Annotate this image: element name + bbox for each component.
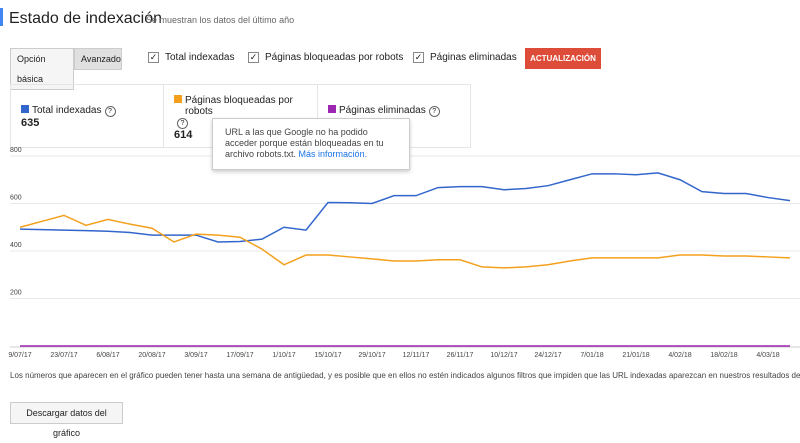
download-button[interactable]: Descargar datos del gráfico [10,402,123,438]
accent [0,8,3,26]
tooltip-link[interactable]: Más información. [298,149,368,159]
series-line [19,214,791,269]
x-tick-label: 20/08/17 [138,352,165,359]
stat-value: 635 [21,117,40,129]
stat-label: Total indexadas [32,105,102,116]
x-tick-label: 24/12/17 [534,352,561,359]
x-tick-label: 7/01/18 [580,352,603,359]
x-tick-label: 18/02/18 [710,352,737,359]
y-tick-label: 200 [10,290,22,297]
stat-box[interactable]: Total indexadas? 635 [10,84,164,148]
x-tick-label: 1/10/17 [272,352,295,359]
title: Estado de indexación [9,10,162,27]
checkbox-label: Páginas bloqueadas por robots [265,52,404,63]
mode-basic[interactable]: Opción básica [10,48,74,90]
y-tick-label: 800 [10,147,22,154]
tooltip: URL a las que Google no ha podido accede… [212,118,410,170]
series-line [19,172,791,243]
x-tick-label: 17/09/17 [226,352,253,359]
stat-value: 614 [174,129,193,141]
checkbox-label: Total indexadas [165,52,235,63]
checkbox-label: Páginas eliminadas [430,52,517,63]
y-tick-label: 600 [10,195,22,202]
x-tick-label: 26/11/17 [447,352,474,359]
y-tick-label: 400 [10,242,22,249]
checkbox[interactable]: ✓ Páginas eliminadas [413,52,517,63]
stat-label: Páginas bloqueadas por robots [185,95,293,117]
checkbox[interactable]: ✓ Total indexadas [148,52,235,63]
subtitle: Se muestran los datos del último año [146,15,295,25]
tooltip-text: URL a las que Google no ha podido accede… [225,127,384,159]
x-tick-label: 15/10/17 [314,352,341,359]
mode-advanced[interactable]: Avanzado [74,48,122,70]
x-tick-label: 21/01/18 [622,352,649,359]
x-tick-label: 29/10/17 [358,352,385,359]
x-tick-label: 6/08/17 [96,352,119,359]
x-tick-label: 9/07/17 [8,352,31,359]
x-tick-label: 3/09/17 [184,352,207,359]
x-tick-label: 4/03/18 [756,352,779,359]
chart: 200 400 600 800 9/07/17 23/07/17 6/08/17 20/08/… [8,147,800,359]
x-tick-label: 4/02/18 [668,352,691,359]
checkbox[interactable]: ✓ Páginas bloqueadas por robots [248,52,404,63]
x-tick-label: 12/11/17 [403,352,430,359]
update-button[interactable]: ACTUALIZACIÓN [525,48,601,69]
x-tick-label: 10/12/17 [490,352,517,359]
stat-label: Páginas eliminadas [339,105,426,116]
x-tick-label: 23/07/17 [50,352,77,359]
footer-note: Los números que aparecen en el gráfico p… [10,371,800,380]
